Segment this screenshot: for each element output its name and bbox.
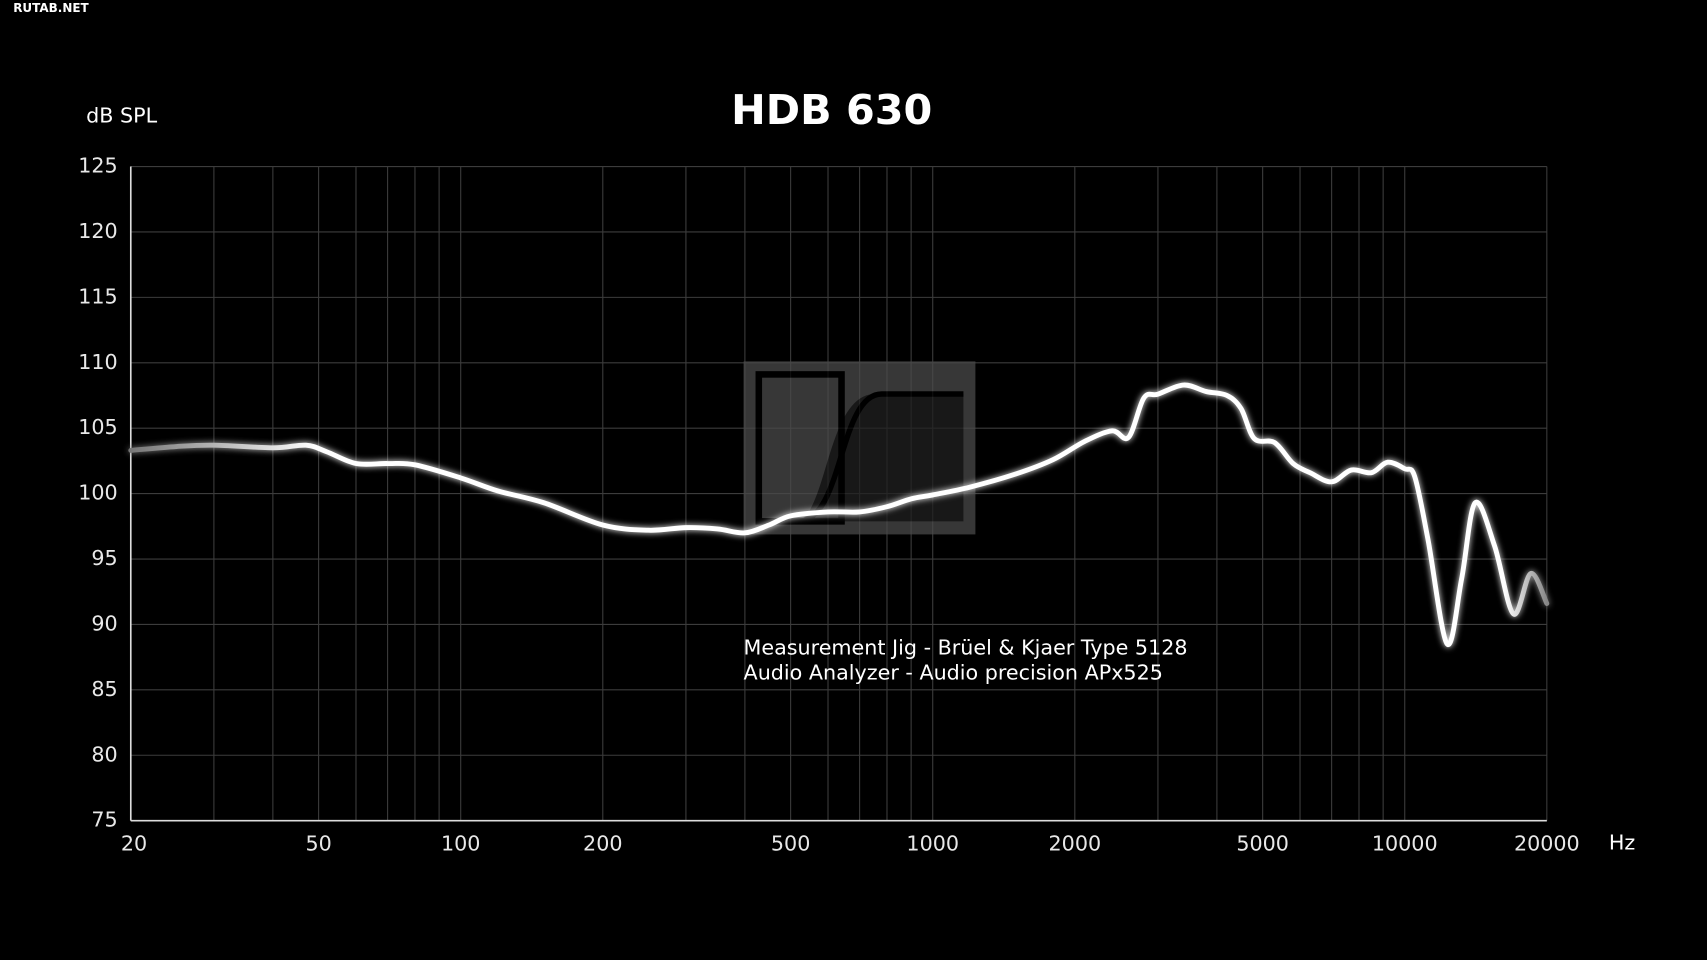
y-axis-label: dB SPL <box>86 103 157 127</box>
x-tick-label: 5000 <box>1236 832 1289 856</box>
y-tick-label: 75 <box>91 808 117 832</box>
y-tick-label: 110 <box>78 350 117 374</box>
y-tick-label: 100 <box>78 481 117 505</box>
x-tick-label: 50 <box>305 832 331 856</box>
grid <box>130 165 1548 822</box>
x-tick-label: 2000 <box>1049 832 1102 856</box>
x-tick-label: 20 <box>121 832 147 856</box>
y-tick-label: 85 <box>91 677 117 701</box>
y-tick-label: 105 <box>78 415 117 439</box>
x-tick-label: 200 <box>583 832 622 856</box>
logo <box>743 361 976 535</box>
response-curve <box>128 382 1550 647</box>
watermark: RUTAB.NET <box>13 1 89 15</box>
y-tick-label: 115 <box>78 284 117 308</box>
x-tick-label: 500 <box>771 832 810 856</box>
x-tick-label: 1000 <box>906 832 959 856</box>
x-tick-label: 100 <box>441 832 480 856</box>
chart-title: HDB 630 <box>731 86 932 134</box>
x-tick-label: 10000 <box>1372 832 1438 856</box>
y-tick-label: 120 <box>78 219 117 243</box>
y-tick-label: 80 <box>91 742 117 766</box>
x-axis-label: Hz <box>1609 831 1635 855</box>
annotation: Measurement Jig - Brüel & Kjaer Type 512… <box>744 636 1188 660</box>
y-tick-label: 90 <box>91 611 117 635</box>
y-tick-label: 95 <box>91 546 117 570</box>
x-tick-label: 20000 <box>1514 832 1580 856</box>
annotation: Audio Analyzer - Audio precision APx525 <box>744 661 1163 685</box>
y-tick-label: 125 <box>78 154 117 178</box>
